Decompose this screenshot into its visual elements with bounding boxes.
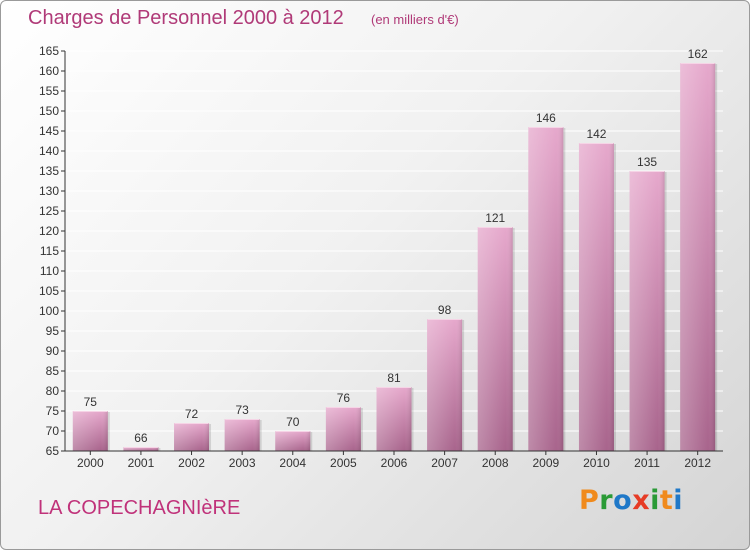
logo-letter: x	[632, 485, 651, 516]
chart-subtitle: (en milliers d'€)	[371, 12, 459, 27]
bar-value-label: 142	[586, 127, 606, 141]
logo-letter: i	[673, 485, 684, 516]
x-tick-label: 2011	[634, 456, 660, 470]
y-tick-label: 125	[39, 204, 59, 218]
y-tick-label: 135	[39, 164, 59, 178]
proxiti-logo[interactable]: Proxiti	[579, 485, 683, 516]
y-tick-label: 120	[39, 224, 59, 238]
bar-value-label: 162	[688, 47, 708, 61]
bar-highlight	[174, 423, 210, 451]
x-tick-label: 2000	[77, 456, 104, 470]
y-tick-label: 75	[46, 404, 60, 418]
y-tick-label: 105	[39, 284, 59, 298]
bar-highlight	[376, 387, 412, 451]
bar-value-label: 72	[185, 407, 199, 421]
axes	[61, 50, 723, 455]
bar-value-label: 146	[536, 111, 556, 125]
y-tick-label: 110	[40, 264, 59, 278]
x-tick-label: 2009	[532, 456, 559, 470]
y-tick-label: 150	[39, 104, 59, 118]
bar-highlight	[325, 407, 361, 451]
bar-value-label: 81	[387, 371, 401, 385]
x-tick-label: 2003	[229, 456, 256, 470]
bar-highlight	[578, 143, 614, 451]
x-tick-label: 2002	[178, 456, 205, 470]
bar-highlight	[224, 419, 260, 451]
y-tick-label: 165	[39, 44, 59, 58]
bar-highlight	[123, 447, 159, 451]
y-tick-label: 140	[39, 144, 59, 158]
y-tick-label: 160	[39, 64, 59, 78]
bar-highlight	[427, 319, 463, 451]
bar-value-label: 76	[337, 391, 351, 405]
bar-value-label: 121	[485, 211, 505, 225]
bar-value-label: 66	[134, 431, 148, 445]
y-tick-label: 65	[46, 444, 60, 458]
logo-letter: o	[613, 485, 633, 516]
y-tick-label: 115	[40, 244, 59, 258]
logo-letter: t	[659, 485, 674, 516]
bar-highlight	[528, 127, 564, 451]
x-tick-label: 2008	[482, 456, 509, 470]
bar-value-label: 73	[235, 403, 249, 417]
y-tick-label: 80	[46, 384, 60, 398]
bar-value-label: 75	[84, 395, 98, 409]
y-tick-label: 90	[46, 344, 60, 358]
logo-letter: P	[579, 485, 600, 516]
bar-highlight	[477, 227, 513, 451]
x-tick-label: 2006	[381, 456, 408, 470]
bar-highlight	[680, 63, 716, 451]
logo-letter: i	[650, 485, 660, 516]
x-tick-label: 2005	[330, 456, 357, 470]
place-name: LA COPECHAGNIèRE	[38, 497, 241, 519]
x-tick-label: 2010	[583, 456, 610, 470]
y-tick-label: 95	[46, 324, 60, 338]
y-tick-label: 145	[39, 124, 59, 138]
y-tick-label: 130	[39, 184, 59, 198]
bar-highlight	[629, 171, 665, 451]
x-tick-label: 2007	[431, 456, 458, 470]
chart-title: Charges de Personnel 2000 à 2012	[28, 7, 344, 29]
x-tick-label: 2012	[684, 456, 711, 470]
labels: 65 70 75 80 85 90 95 100 105 110 115 120 125 130 135 14…	[39, 44, 711, 470]
logo-letter: r	[599, 485, 614, 516]
y-tick-label: 70	[46, 424, 60, 438]
y-tick-label: 100	[39, 304, 59, 318]
bar-value-label: 135	[637, 155, 657, 169]
bar-value-label: 98	[438, 303, 452, 317]
bars	[72, 63, 718, 451]
y-tick-label: 85	[46, 364, 60, 378]
bar-highlight	[275, 431, 311, 451]
y-tick-label: 155	[39, 84, 59, 98]
x-tick-label: 2004	[279, 456, 306, 470]
x-tick-label: 2001	[128, 456, 155, 470]
bar-value-label: 70	[286, 415, 300, 429]
bar-highlight	[72, 411, 108, 451]
